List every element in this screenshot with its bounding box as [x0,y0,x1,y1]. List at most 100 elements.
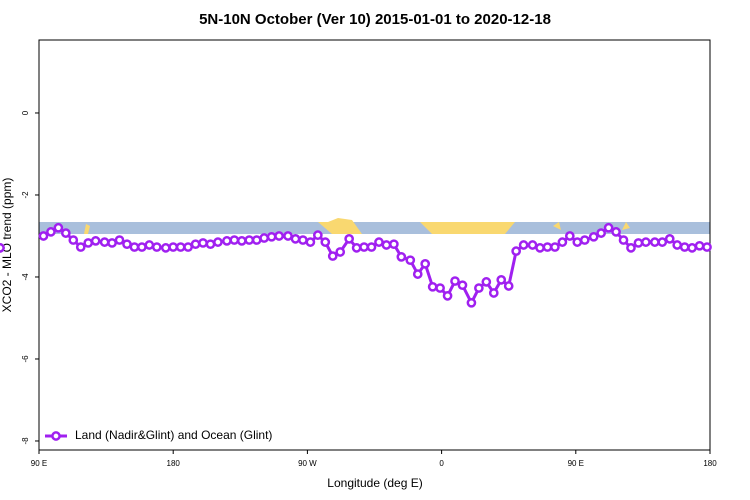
data-point [107,238,117,248]
data-point [327,251,338,261]
y-tick-label: -2 [21,191,30,199]
land [553,222,561,230]
data-point [283,231,293,241]
data-point [664,234,675,244]
data-point [90,236,101,246]
data-point [450,276,460,286]
data-point [53,222,64,233]
data-point [687,243,697,253]
data-point [488,288,499,298]
x-tick-label: 0 [439,459,444,468]
data-point [702,242,712,252]
data-point [603,222,614,233]
data-point [68,235,79,245]
x-tick-label: 180 [167,459,181,468]
data-point [518,240,529,250]
data-point [481,277,492,287]
ocean-strip [39,222,710,234]
x-tick-label: 180 [703,459,717,468]
data-point [381,240,392,250]
data-point [694,240,705,251]
data-point [190,239,201,250]
legend-label: Land (Nadir&Glint) and Ocean (Glint) [75,428,272,442]
data-point [38,231,49,241]
data-point [679,242,690,252]
data-point [198,238,208,248]
x-tick-label: 90 E [568,459,584,468]
data-point [420,259,431,269]
data-point [557,237,568,247]
data-point [527,240,538,250]
data-point [359,242,369,252]
data-point [579,235,590,245]
data-point [344,234,355,244]
data-point [60,228,71,238]
data-point [366,242,377,252]
data-point [474,283,484,293]
data-point [542,242,553,252]
data-point [351,243,362,253]
data-point [374,237,384,247]
data-point [466,297,477,308]
data-point [588,231,599,242]
data-point [168,242,179,252]
legend-marker [51,431,61,441]
data-point [266,231,277,242]
data-point [151,242,162,252]
chart-title: 5N-10N October (Ver 10) 2015-01-01 to 20… [199,11,551,28]
data-point [672,240,683,250]
data-point [222,236,232,246]
data-point [320,237,331,247]
data-point [511,246,522,256]
data-point [46,227,56,237]
data-point [657,237,668,247]
data-point [75,242,86,252]
data-point [596,228,606,238]
data-point [144,240,155,250]
land [318,218,362,234]
y-tick-label: -4 [21,273,30,281]
land [420,222,515,234]
data-point [213,237,223,247]
data-point [251,235,262,245]
data-point [405,255,416,266]
data-point [205,239,216,250]
data-point [236,236,247,246]
data-point [160,243,171,253]
data-point [312,230,323,241]
data-point [457,280,468,291]
data-point [0,243,5,253]
data-point [550,242,560,252]
data-point [611,227,621,237]
y-tick-label: -6 [21,355,30,363]
data-point [137,242,147,252]
map-strip [39,218,710,234]
data-point [274,231,284,241]
data-point [626,243,636,253]
x-axis-label: Longitude (deg E) [327,476,422,490]
data-point [244,235,255,245]
data-point [649,237,660,247]
data-point [435,283,445,293]
data-point [83,238,94,248]
data-point [633,238,644,248]
data-point [99,237,110,247]
data-point [122,239,132,250]
data-point [259,233,270,243]
data-point [412,269,423,279]
data-point [503,281,514,291]
x-tick-label: 90 E [31,459,47,468]
data-point [114,235,125,245]
y-tick-label: -8 [21,437,30,445]
data-point [229,235,240,245]
data-point [564,231,575,241]
data-point [290,234,301,244]
land [622,222,630,230]
x-tick-label: 90 W [298,459,317,468]
data-point [396,252,407,262]
y-tick-label: 0 [21,110,30,115]
data-point [305,237,316,247]
y-axis-label: XCO2 - MLO trend (ppm) [0,178,14,313]
data-point [427,281,438,292]
